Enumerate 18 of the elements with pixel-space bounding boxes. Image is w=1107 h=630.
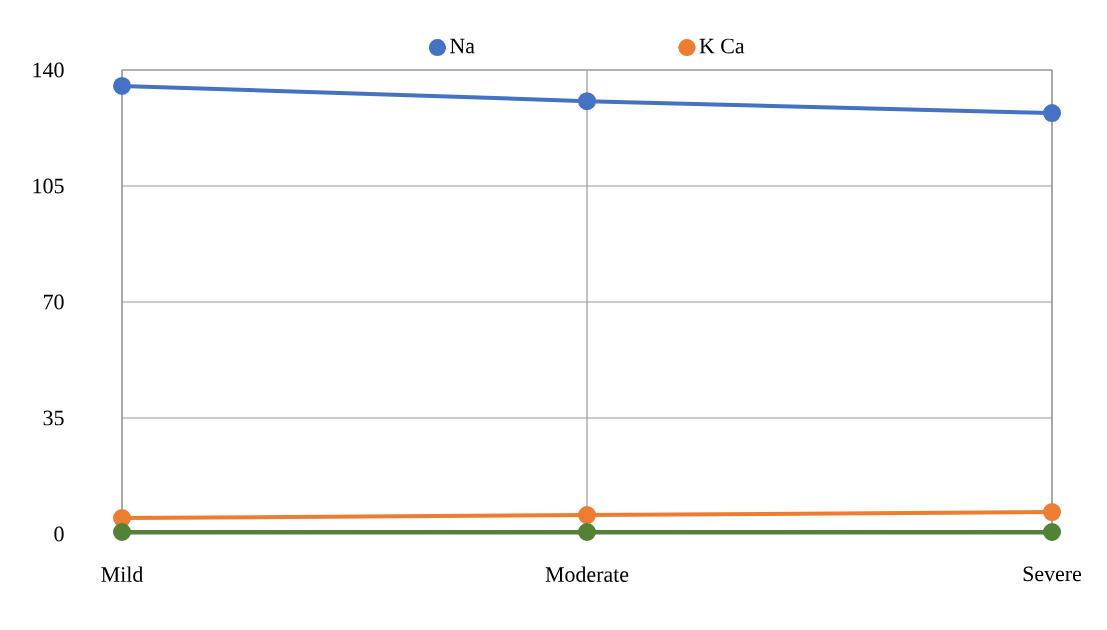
legend-label: K Ca xyxy=(699,38,745,54)
point xyxy=(1043,523,1062,541)
y-tick-label: 0 xyxy=(54,526,64,542)
point xyxy=(113,76,132,95)
y-tick-label: 140 xyxy=(33,62,64,78)
point xyxy=(578,92,597,111)
x-tick-label: Mild xyxy=(101,566,144,582)
y-tick-label: 105 xyxy=(33,178,64,194)
point xyxy=(1043,503,1062,522)
x-tick-label: Moderate xyxy=(545,566,629,582)
y-tick-label: 70 xyxy=(44,294,64,310)
point xyxy=(578,506,597,525)
y-tick-label: 35 xyxy=(43,410,64,426)
point xyxy=(113,523,132,541)
legend-label: Na xyxy=(450,38,475,54)
point xyxy=(578,523,597,541)
point xyxy=(1043,104,1062,123)
x-tick-label: Severe xyxy=(1023,566,1082,582)
